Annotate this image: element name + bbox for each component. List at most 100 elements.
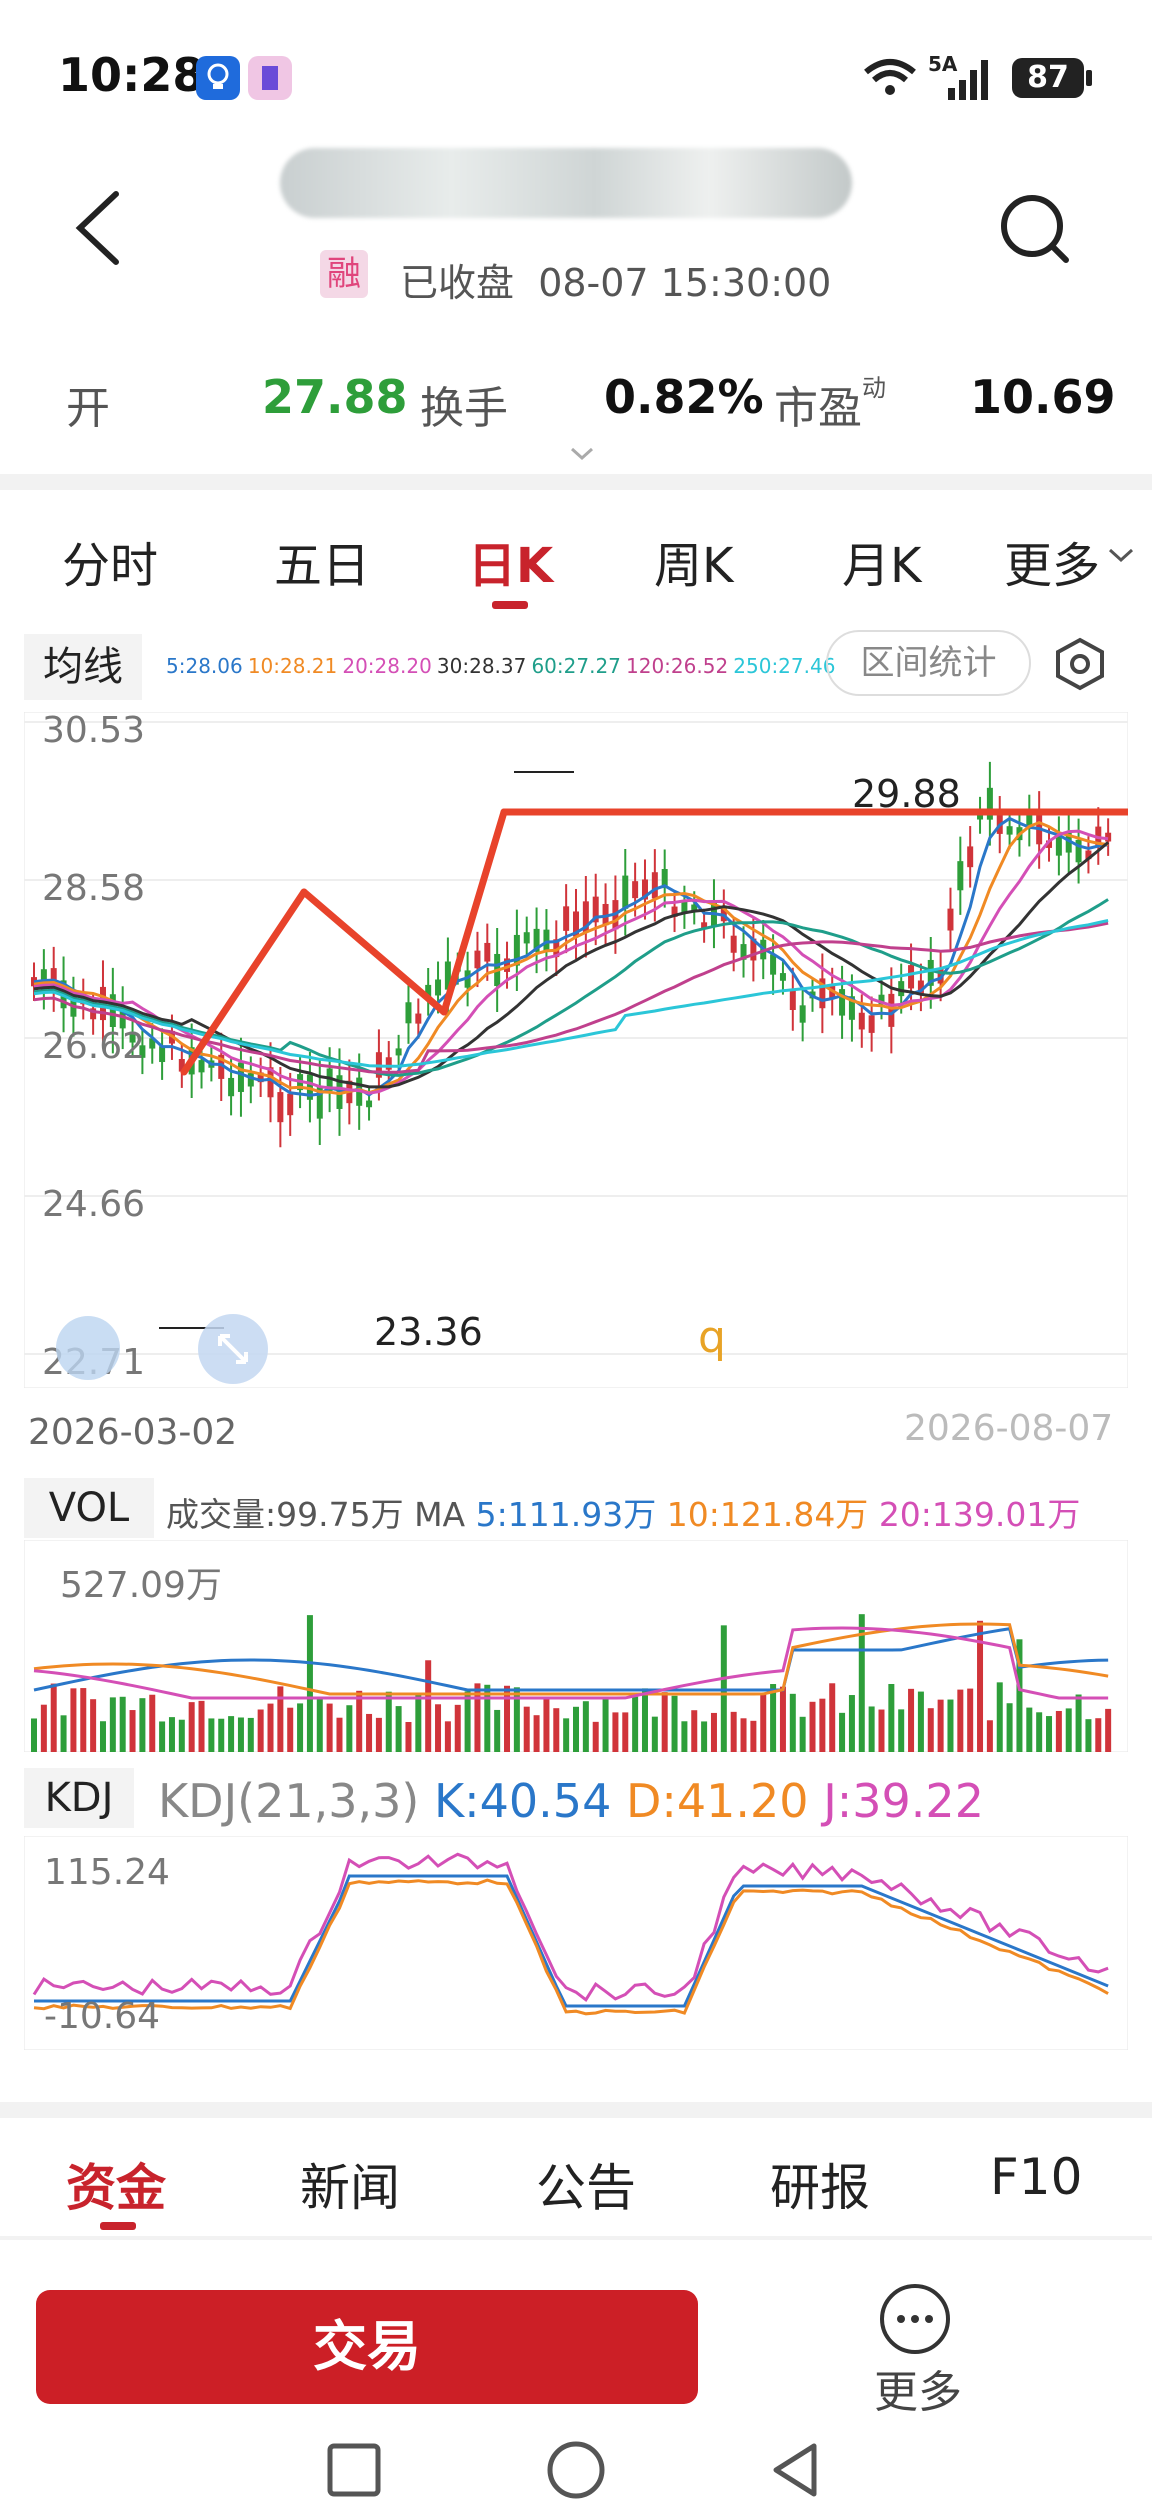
candle-body xyxy=(474,950,481,969)
volume-bar xyxy=(1055,1710,1062,1752)
battery-tip xyxy=(1086,70,1092,86)
volume-bar xyxy=(691,1710,698,1752)
candle-body xyxy=(868,1015,875,1033)
vol-ma10: 10:121.84万 xyxy=(666,1495,869,1534)
volume-bar xyxy=(80,1688,87,1752)
volume-bar xyxy=(573,1706,579,1752)
kline-chart[interactable] xyxy=(24,712,1128,1388)
recent-apps-icon[interactable] xyxy=(324,2440,384,2500)
volume-bar xyxy=(1026,1707,1033,1752)
volume-bar xyxy=(917,1691,924,1752)
tab-five-day[interactable]: 五日 xyxy=(274,538,371,594)
volume-bar xyxy=(937,1699,944,1752)
kdj-line xyxy=(33,1878,1109,2016)
tab-funds[interactable]: 资金 xyxy=(66,2159,166,2217)
candle-body xyxy=(425,984,432,999)
candle-body xyxy=(848,996,855,1020)
more-dots-icon[interactable] xyxy=(880,2284,950,2354)
candle-body xyxy=(31,977,37,987)
tab-daily-k[interactable]: 日K xyxy=(468,538,554,594)
margin-badge: 融 xyxy=(320,250,368,298)
tab-weekly-k[interactable]: 周K xyxy=(654,538,734,594)
candle-body xyxy=(159,1046,166,1063)
trade-button[interactable]: 交易 xyxy=(36,2290,698,2404)
kdj-label[interactable]: KDJ xyxy=(24,1768,134,1828)
chart-nav-left-icon[interactable] xyxy=(56,1316,120,1380)
active-bottom-tab-indicator xyxy=(100,2222,136,2230)
tab-more[interactable]: 更多 xyxy=(1004,538,1101,594)
candle-body xyxy=(435,979,442,996)
volume-bar xyxy=(622,1712,629,1752)
volume-bar xyxy=(947,1699,954,1752)
volume-bar xyxy=(927,1708,934,1752)
volume-bar xyxy=(632,1696,639,1752)
back-button[interactable] xyxy=(70,188,130,268)
candle-body xyxy=(444,961,451,990)
search-button[interactable] xyxy=(996,190,1076,270)
candle-body xyxy=(1105,832,1112,842)
app-notification-icon xyxy=(248,56,292,100)
kdj-line xyxy=(32,1852,1109,2002)
kdj-j: J:39.22 xyxy=(823,1774,984,1828)
volume-bar xyxy=(178,1719,185,1752)
candle-body xyxy=(779,973,786,981)
candle-body xyxy=(986,787,993,820)
back-nav-icon[interactable] xyxy=(766,2440,826,2500)
home-icon[interactable] xyxy=(546,2440,606,2500)
candle-body xyxy=(257,1072,264,1083)
tab-monthly-k[interactable]: 月K xyxy=(842,538,922,594)
tab-f10[interactable]: F10 xyxy=(990,2148,1083,2206)
range-stats-button[interactable]: 区间统计 xyxy=(826,630,1031,696)
active-tab-indicator xyxy=(492,601,528,609)
low-annotation: 23.36 xyxy=(374,1310,483,1354)
tab-research[interactable]: 研报 xyxy=(770,2159,870,2217)
volume-bar xyxy=(425,1660,432,1752)
start-date: 2026-03-02 xyxy=(28,1412,238,1453)
volume-bar xyxy=(198,1700,205,1752)
volume-bar xyxy=(750,1720,757,1752)
ma-label[interactable]: 均线 xyxy=(24,634,142,700)
signal-icon xyxy=(946,58,996,100)
expand-chevron-icon[interactable] xyxy=(570,446,594,462)
candle-body xyxy=(1075,839,1082,863)
candle-body xyxy=(228,1077,235,1097)
volume-bar xyxy=(513,1687,520,1752)
volume-bar xyxy=(1046,1716,1053,1752)
ma10-value: 10:28.21 xyxy=(247,654,338,678)
tab-news[interactable]: 新闻 xyxy=(300,2159,400,2217)
tab-intraday[interactable]: 分时 xyxy=(62,538,159,594)
volume-bar xyxy=(740,1718,747,1752)
chevron-down-icon xyxy=(1106,546,1136,566)
volume-bar xyxy=(336,1717,343,1752)
volume-bar xyxy=(770,1684,777,1752)
candle-body xyxy=(730,935,737,953)
candle-body xyxy=(957,861,964,891)
volume-bar xyxy=(444,1721,451,1752)
settings-hexagon-icon[interactable] xyxy=(1050,634,1110,694)
volume-bar xyxy=(306,1615,313,1752)
volume-bar xyxy=(888,1684,895,1752)
more-label[interactable]: 更多 xyxy=(874,2367,962,2418)
candle-body xyxy=(927,959,934,986)
candle-body xyxy=(553,939,560,958)
volume-bar xyxy=(1016,1639,1023,1752)
volume-ma-line xyxy=(33,1622,1109,1696)
kdj-k: K:40.54 xyxy=(433,1774,612,1828)
volume-bar xyxy=(395,1706,402,1752)
volume-bar xyxy=(474,1683,481,1752)
candle-body xyxy=(908,965,915,989)
volume-bar xyxy=(1105,1708,1112,1752)
volume-bar xyxy=(277,1686,284,1752)
volume-bar xyxy=(454,1704,461,1752)
candle-body xyxy=(898,981,905,997)
status-bar: 10:28 5A 87 xyxy=(0,0,1152,150)
kdj-axis-top: 115.24 xyxy=(44,1852,170,1893)
market-status: 已收盘 08-07 15:30:00 xyxy=(400,261,832,305)
tab-announcements[interactable]: 公告 xyxy=(536,2159,636,2217)
volume-bar xyxy=(435,1704,442,1752)
vol-label[interactable]: VOL xyxy=(24,1478,154,1538)
pe-sup: 动 xyxy=(862,374,886,402)
volume-bar xyxy=(799,1716,806,1752)
wifi-icon xyxy=(862,58,918,98)
expand-arrows-icon[interactable] xyxy=(198,1314,268,1384)
